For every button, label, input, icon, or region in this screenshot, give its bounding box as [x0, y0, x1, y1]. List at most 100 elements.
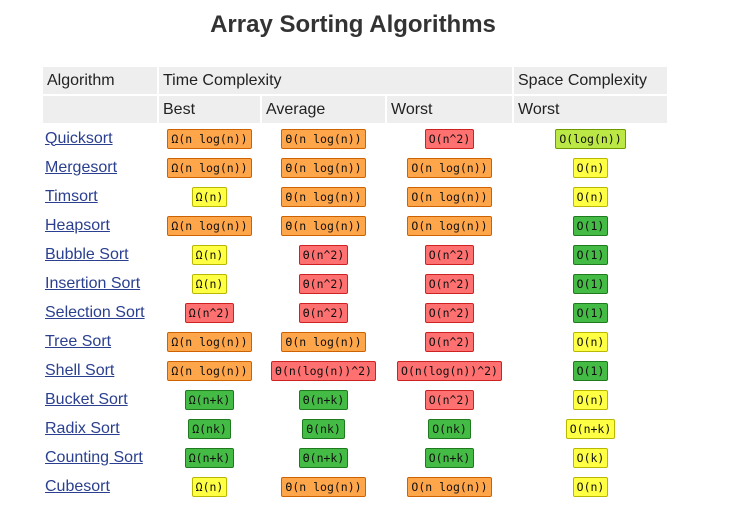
complexity-badge: O(n^2): [424, 302, 475, 323]
table-row: Bubble Sort Ω(n) Θ(n^2) O(n^2) O(1): [43, 241, 667, 268]
complexity-badge: Θ(n log(n)): [281, 186, 366, 207]
table-row: Timsort Ω(n) Θ(n log(n)) O(n log(n)) O(n): [43, 183, 667, 210]
best-time-cell: Ω(n log(n)): [159, 212, 260, 239]
table-row: Radix Sort Ω(nk) Θ(nk) O(nk) O(n+k): [43, 415, 667, 442]
average-time-cell: Θ(n^2): [262, 299, 385, 326]
table-row: Counting Sort Ω(n+k) Θ(n+k) O(n+k) O(k): [43, 444, 667, 471]
complexity-badge: O(log(n)): [555, 128, 626, 149]
best-time-cell: Ω(n log(n)): [159, 154, 260, 181]
algorithm-link[interactable]: Tree Sort: [45, 332, 112, 350]
best-time-cell: Ω(n log(n)): [159, 328, 260, 355]
worst-time-cell: O(n^2): [387, 241, 512, 268]
algorithm-cell: Selection Sort: [43, 299, 157, 326]
complexity-badge: Θ(n^2): [298, 302, 349, 323]
algorithm-link[interactable]: Mergesort: [45, 158, 118, 176]
worst-time-cell: O(n^2): [387, 386, 512, 413]
worst-time-cell: O(n log(n)): [387, 154, 512, 181]
table-row: Tree Sort Ω(n log(n)) Θ(n log(n)) O(n^2) O(n…: [43, 328, 667, 355]
algorithm-cell: Bucket Sort: [43, 386, 157, 413]
complexity-badge: O(1): [572, 302, 609, 323]
table-body: Quicksort Ω(n log(n)) Θ(n log(n)) O(n^2) O(l…: [43, 125, 667, 500]
complexity-badge: Ω(n log(n)): [167, 331, 252, 352]
best-time-cell: Ω(n+k): [159, 386, 260, 413]
algorithm-link[interactable]: Timsort: [45, 187, 98, 205]
header-time-complexity: Time Complexity: [159, 67, 512, 94]
algorithm-link[interactable]: Bucket Sort: [45, 390, 128, 408]
worst-time-cell: O(n log(n)): [387, 212, 512, 239]
header-average: Average: [262, 96, 385, 123]
complexity-badge: O(1): [572, 215, 609, 236]
algorithm-cell: Heapsort: [43, 212, 157, 239]
complexity-badge: O(n^2): [424, 244, 475, 265]
complexity-badge: O(n log(n)): [407, 476, 492, 497]
table-row: Insertion Sort Ω(n) Θ(n^2) O(n^2) O(1): [43, 270, 667, 297]
complexity-badge: Θ(n log(n)): [281, 128, 366, 149]
algorithm-cell: Radix Sort: [43, 415, 157, 442]
header-worst-time: Worst: [387, 96, 512, 123]
average-time-cell: Θ(n(log(n))^2): [262, 357, 385, 384]
best-time-cell: Ω(n log(n)): [159, 357, 260, 384]
algorithm-link[interactable]: Selection Sort: [45, 303, 145, 321]
table-row: Quicksort Ω(n log(n)) Θ(n log(n)) O(n^2) O(l…: [43, 125, 667, 152]
complexity-badge: Ω(n+k): [184, 447, 235, 468]
algorithm-cell: Shell Sort: [43, 357, 157, 384]
worst-time-cell: O(nk): [387, 415, 512, 442]
algorithm-link[interactable]: Heapsort: [45, 216, 110, 234]
complexity-badge: Ω(n log(n)): [167, 128, 252, 149]
page-title: Array Sorting Algorithms: [210, 11, 496, 38]
average-time-cell: Θ(n^2): [262, 270, 385, 297]
algorithm-link[interactable]: Radix Sort: [45, 419, 120, 437]
worst-space-cell: O(1): [514, 212, 667, 239]
algorithm-cell: Bubble Sort: [43, 241, 157, 268]
complexity-badge: Ω(n log(n)): [167, 360, 252, 381]
worst-space-cell: O(log(n)): [514, 125, 667, 152]
algorithm-link[interactable]: Shell Sort: [45, 361, 115, 379]
complexity-badge: O(n^2): [424, 128, 475, 149]
best-time-cell: Ω(n): [159, 473, 260, 500]
worst-time-cell: O(n^2): [387, 299, 512, 326]
worst-space-cell: O(n+k): [514, 415, 667, 442]
algorithm-cell: Timsort: [43, 183, 157, 210]
complexity-badge: Ω(n): [191, 186, 228, 207]
algorithm-link[interactable]: Cubesort: [45, 477, 110, 495]
header-best: Best: [159, 96, 260, 123]
complexity-badge: Θ(n(log(n))^2): [271, 360, 376, 381]
table-row: Heapsort Ω(n log(n)) Θ(n log(n)) O(n log(n)…: [43, 212, 667, 239]
algorithm-cell: Tree Sort: [43, 328, 157, 355]
complexity-badge: Ω(n): [191, 273, 228, 294]
complexity-badge: O(n log(n)): [407, 186, 492, 207]
complexity-badge: O(k): [572, 447, 609, 468]
worst-space-cell: O(n): [514, 386, 667, 413]
table-row: Cubesort Ω(n) Θ(n log(n)) O(n log(n)) O(n): [43, 473, 667, 500]
complexity-badge: O(n): [572, 157, 609, 178]
complexity-badge: O(1): [572, 244, 609, 265]
header-space-complexity: Space Complexity: [514, 67, 667, 94]
complexity-badge: O(n+k): [424, 447, 475, 468]
header-empty: [43, 96, 157, 123]
algorithm-link[interactable]: Insertion Sort: [45, 274, 141, 292]
best-time-cell: Ω(n+k): [159, 444, 260, 471]
complexity-badge: Ω(n): [191, 244, 228, 265]
worst-space-cell: O(1): [514, 299, 667, 326]
algorithm-cell: Mergesort: [43, 154, 157, 181]
algorithm-link[interactable]: Quicksort: [45, 129, 113, 147]
average-time-cell: Θ(n+k): [262, 444, 385, 471]
worst-time-cell: O(n+k): [387, 444, 512, 471]
complexity-badge: O(n^2): [424, 389, 475, 410]
complexity-badge: O(n^2): [424, 273, 475, 294]
complexity-badge: Θ(nk): [302, 418, 345, 439]
worst-time-cell: O(n^2): [387, 328, 512, 355]
complexity-badge: Θ(n log(n)): [281, 476, 366, 497]
worst-time-cell: O(n(log(n))^2): [387, 357, 512, 384]
algorithm-cell: Quicksort: [43, 125, 157, 152]
average-time-cell: Θ(n log(n)): [262, 154, 385, 181]
algorithm-link[interactable]: Counting Sort: [45, 448, 143, 466]
header-row-groups: Algorithm Time Complexity Space Complexi…: [43, 67, 667, 94]
complexity-badge: Θ(n log(n)): [281, 331, 366, 352]
complexity-badge: O(n log(n)): [407, 157, 492, 178]
algorithm-link[interactable]: Bubble Sort: [45, 245, 129, 263]
average-time-cell: Θ(n log(n)): [262, 328, 385, 355]
table-row: Selection Sort Ω(n^2) Θ(n^2) O(n^2) O(1): [43, 299, 667, 326]
complexity-badge: Ω(n+k): [184, 389, 235, 410]
average-time-cell: Θ(n+k): [262, 386, 385, 413]
